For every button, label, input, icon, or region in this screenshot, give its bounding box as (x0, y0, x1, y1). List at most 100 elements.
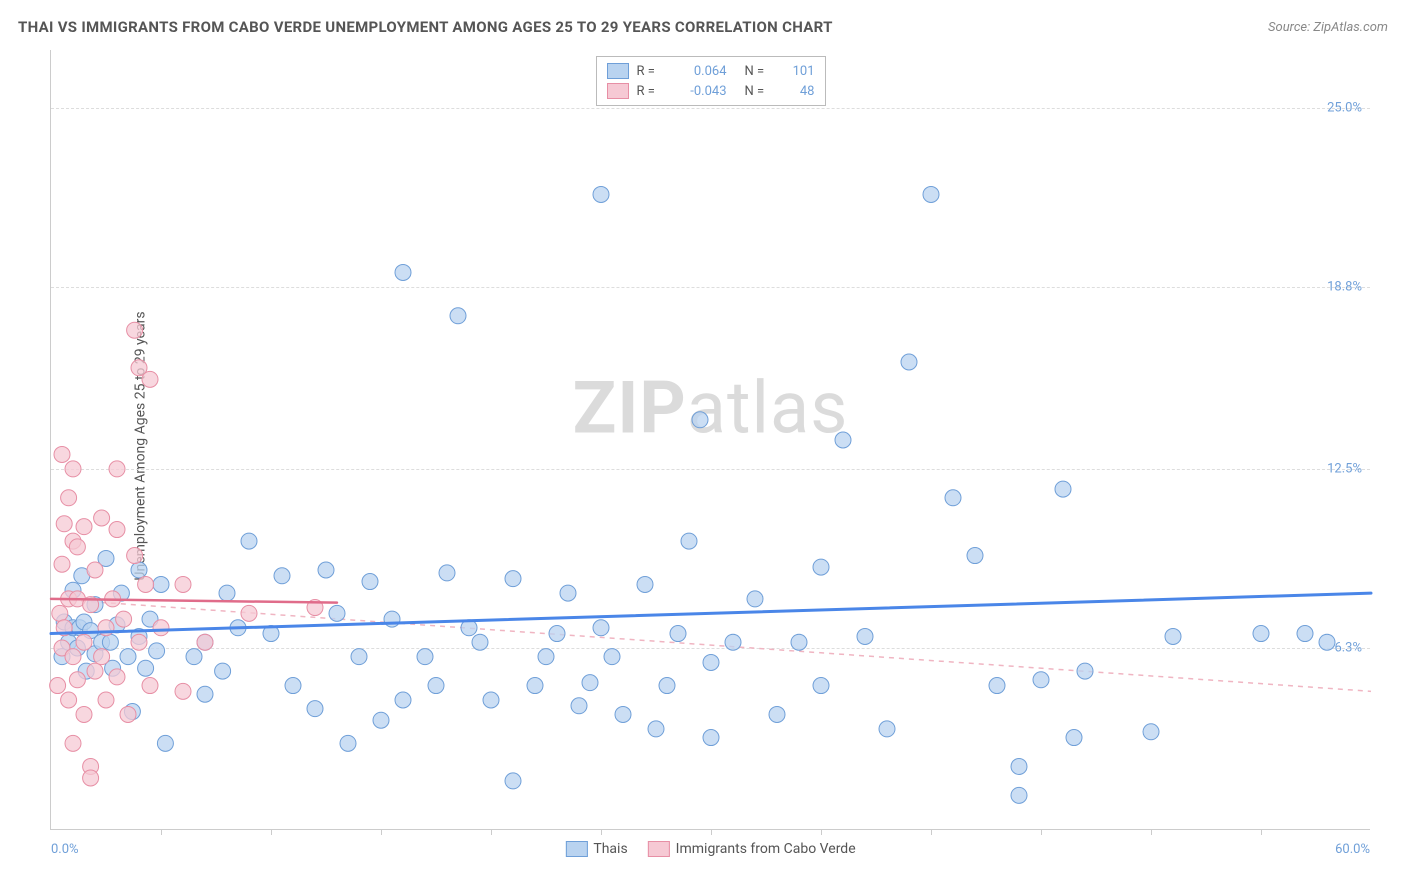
data-point (138, 660, 154, 676)
data-point (142, 371, 158, 387)
data-point (1143, 724, 1159, 740)
data-point (52, 605, 68, 621)
data-point (56, 516, 72, 532)
data-point (923, 186, 939, 202)
data-point (120, 706, 136, 722)
data-point (582, 675, 598, 691)
data-point (54, 446, 70, 462)
data-point (428, 678, 444, 694)
data-point (340, 735, 356, 751)
data-point (395, 264, 411, 280)
r-value: -0.043 (673, 84, 727, 99)
data-point (1011, 758, 1027, 774)
data-point (120, 649, 136, 665)
x-tick (381, 829, 382, 835)
data-point (241, 605, 257, 621)
data-point (945, 490, 961, 506)
data-point (83, 770, 99, 786)
data-point (307, 701, 323, 717)
data-point (967, 548, 983, 564)
x-tick (601, 829, 602, 835)
data-point (186, 649, 202, 665)
data-point (373, 712, 389, 728)
data-point (102, 634, 118, 650)
data-point (76, 519, 92, 535)
legend-series-item: Thais (565, 841, 627, 857)
data-point (153, 576, 169, 592)
data-point (395, 692, 411, 708)
plot-area: ZIPatlas 6.3%12.5%18.8%25.0% R =0.064N =… (50, 50, 1370, 830)
data-point (813, 678, 829, 694)
data-point (1253, 626, 1269, 642)
data-point (98, 692, 114, 708)
data-point (703, 654, 719, 670)
title-bar: THAI VS IMMIGRANTS FROM CABO VERDE UNEMP… (18, 18, 1388, 36)
data-point (769, 706, 785, 722)
data-point (747, 591, 763, 607)
data-point (87, 562, 103, 578)
data-point (157, 735, 173, 751)
data-point (857, 628, 873, 644)
data-point (681, 533, 697, 549)
data-point (197, 686, 213, 702)
data-point (703, 730, 719, 746)
data-point (131, 634, 147, 650)
data-point (604, 649, 620, 665)
x-tick (821, 829, 822, 835)
data-point (472, 634, 488, 650)
scatter-svg (51, 50, 1370, 829)
data-point (351, 649, 367, 665)
n-label: N = (745, 84, 773, 99)
data-point (127, 548, 143, 564)
data-point (69, 539, 85, 555)
data-point (69, 672, 85, 688)
data-point (813, 559, 829, 575)
n-value: 48 (781, 84, 815, 99)
data-point (692, 412, 708, 428)
x-tick (711, 829, 712, 835)
x-tick (491, 829, 492, 835)
data-point (61, 692, 77, 708)
data-point (1066, 730, 1082, 746)
data-point (329, 605, 345, 621)
data-point (1165, 628, 1181, 644)
data-point (725, 634, 741, 650)
data-point (549, 626, 565, 642)
data-point (417, 649, 433, 665)
data-point (1077, 663, 1093, 679)
data-point (61, 490, 77, 506)
x-axis-max-label: 60.0% (1335, 842, 1370, 857)
data-point (109, 522, 125, 538)
data-point (219, 585, 235, 601)
data-point (989, 678, 1005, 694)
data-point (835, 432, 851, 448)
data-point (65, 649, 81, 665)
r-label: R = (637, 64, 665, 79)
data-point (153, 620, 169, 636)
data-point (87, 663, 103, 679)
data-point (175, 683, 191, 699)
legend-series-item: Immigrants from Cabo Verde (648, 841, 856, 857)
data-point (197, 634, 213, 650)
data-point (593, 186, 609, 202)
data-point (1033, 672, 1049, 688)
data-point (142, 678, 158, 694)
x-tick (1261, 829, 1262, 835)
n-value: 101 (781, 64, 815, 79)
data-point (362, 574, 378, 590)
data-point (65, 461, 81, 477)
data-point (659, 678, 675, 694)
data-point (879, 721, 895, 737)
data-point (318, 562, 334, 578)
r-label: R = (637, 84, 665, 99)
data-point (791, 634, 807, 650)
data-point (116, 611, 132, 627)
legend-swatch (607, 83, 629, 99)
data-point (127, 322, 143, 338)
legend-series-label: Thais (593, 841, 627, 857)
legend-correlation: R =0.064N =101R =-0.043N =48 (596, 56, 826, 106)
legend-series-label: Immigrants from Cabo Verde (676, 841, 856, 857)
x-tick (1151, 829, 1152, 835)
x-tick (931, 829, 932, 835)
data-point (615, 706, 631, 722)
